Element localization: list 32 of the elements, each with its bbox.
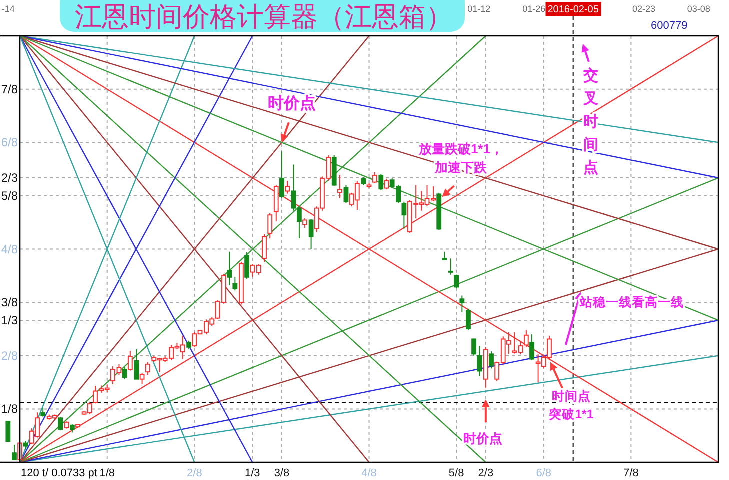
note: 120 t/ 0.0733 pt [21, 468, 98, 480]
annotation: 时价点 [463, 431, 502, 446]
y-tick-label: 6/8 [1, 136, 18, 150]
y-tick-label: 1/3 [1, 313, 18, 328]
x-tick-label: 4/8 [362, 468, 377, 480]
x-tick-label: 3/8 [274, 468, 290, 480]
x-tick-label: 7/8 [624, 468, 639, 480]
x-tick-label: 2/8 [187, 468, 202, 480]
x-tick-label: 5/8 [448, 468, 464, 480]
x2-tick-label: 01-26 [522, 4, 546, 14]
x-tick-label: 6/8 [536, 468, 552, 480]
y-tick-label: 1/8 [1, 402, 18, 416]
x2-tick-label: 03-08 [687, 4, 710, 14]
y-tick-label: 7/8 [1, 82, 18, 96]
x-tick-label: 1/3 [244, 468, 260, 480]
y-tick-label: 3/8 [1, 296, 18, 310]
x-tick-label: 2/3 [478, 468, 494, 480]
note: 600779 [651, 20, 688, 32]
y-tick-label: 4/8 [1, 242, 18, 256]
annotation: 时间点突破1*1 [548, 388, 594, 422]
ref-label: 2016-02-05 [546, 2, 602, 16]
annotation: 时价点 [463, 400, 502, 446]
x-tick-label: 1/8 [100, 468, 116, 480]
ref-line-label: 2016-02-05 [548, 4, 600, 16]
x2-tick-label: 01-12 [468, 4, 491, 14]
title: 江恩时间价格计算器（江恩箱） [60, 0, 465, 32]
y-tick-label: 2/3 [1, 171, 18, 186]
annotation: 时间点突破1*1 [549, 362, 594, 422]
y-tick-label: 2/8 [1, 348, 18, 363]
x2-tick-label: -14 [2, 4, 15, 14]
x2-tick-label: 02-23 [632, 4, 656, 14]
y-tick-label: 5/8 [1, 188, 18, 203]
